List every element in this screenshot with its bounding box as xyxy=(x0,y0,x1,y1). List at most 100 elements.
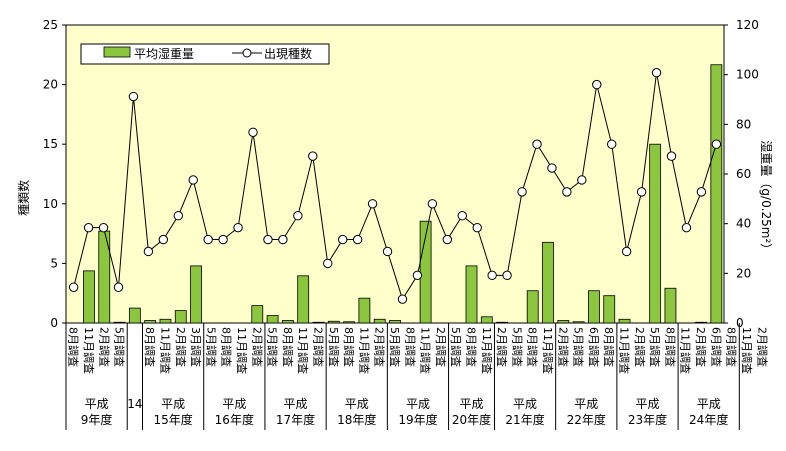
line-marker xyxy=(158,234,169,245)
group-label: 平成 xyxy=(406,397,430,411)
line-marker xyxy=(83,222,94,233)
category-label: 5月調査 xyxy=(449,327,463,367)
right-tick-label: 100 xyxy=(736,68,759,82)
line-marker xyxy=(442,234,453,245)
line-marker xyxy=(681,222,692,233)
bar xyxy=(526,290,539,324)
left-tick-label: 10 xyxy=(43,197,58,211)
bar xyxy=(557,320,570,324)
category-label: 2月調査 xyxy=(434,327,448,367)
line-marker xyxy=(367,199,378,209)
category-label: 11月調査 xyxy=(541,327,555,374)
group-label: 16年度 xyxy=(215,412,254,427)
right-tick-label: 60 xyxy=(736,167,751,181)
line-marker xyxy=(532,139,542,149)
left-tick-label: 0 xyxy=(50,316,58,330)
line-marker xyxy=(248,127,258,137)
category-label: 2月調査 xyxy=(694,327,708,367)
group-label: 19年度 xyxy=(398,412,437,427)
line-marker xyxy=(487,270,497,281)
bar xyxy=(190,265,202,324)
category-label: 2月調査 xyxy=(495,327,509,367)
line-marker xyxy=(621,246,632,257)
bar xyxy=(327,320,340,324)
group-label: 平成 xyxy=(574,397,598,411)
group-label: 平成 xyxy=(697,397,721,411)
category-label: 8月調査 xyxy=(342,327,356,367)
line-marker xyxy=(696,187,707,197)
category-label: 11月調査 xyxy=(235,327,249,374)
category-label: 5月調査 xyxy=(648,327,662,367)
category-label: 11月調査 xyxy=(480,327,494,374)
line-marker xyxy=(502,270,512,281)
legend-bar-label: 平均湿重量 xyxy=(134,46,194,61)
group-label: 平成 xyxy=(460,397,484,411)
line-marker xyxy=(397,294,408,304)
bar xyxy=(572,321,585,324)
group-label: 平成 xyxy=(284,397,308,411)
group-label: 9年度 xyxy=(81,412,113,427)
line-marker xyxy=(352,234,363,245)
line-marker xyxy=(113,282,124,292)
category-label: 8月調査 xyxy=(220,327,234,367)
line-marker xyxy=(263,234,273,245)
category-label: 5月調査 xyxy=(327,327,341,367)
line-marker xyxy=(218,234,228,245)
category-label: 11月調査 xyxy=(740,327,754,374)
category-label: 6月調査 xyxy=(709,327,723,367)
category-label: 2月調査 xyxy=(755,327,769,367)
category-label: 8月調査 xyxy=(602,327,616,367)
category-label: 5月調査 xyxy=(510,327,524,367)
legend-marker-swatch xyxy=(242,48,252,58)
bar xyxy=(603,295,616,324)
category-label: 2月調査 xyxy=(250,327,264,367)
category-label: 11月調査 xyxy=(618,327,632,374)
category-label: 2月調査 xyxy=(311,327,325,367)
category-label: 5月調査 xyxy=(204,327,218,367)
line-marker xyxy=(472,222,482,233)
category-label: 8月調査 xyxy=(281,327,295,367)
line-marker xyxy=(562,187,572,197)
line-marker xyxy=(293,211,303,221)
category-label: 2月調査 xyxy=(633,327,647,367)
category-label: 8月調査 xyxy=(143,327,157,367)
category-label: 8月調査 xyxy=(67,327,81,367)
line-marker xyxy=(173,211,183,221)
group-label: 22年度 xyxy=(567,412,606,427)
left-axis-title: 種類数 xyxy=(16,180,31,216)
category-label: 5月調査 xyxy=(113,327,127,367)
line-marker xyxy=(412,270,423,281)
line-marker xyxy=(278,234,288,245)
bar xyxy=(695,321,707,324)
left-tick-label: 5 xyxy=(50,256,58,270)
category-label: 8月調査 xyxy=(663,327,677,367)
line-marker xyxy=(651,67,662,78)
category-label: 5月調査 xyxy=(388,327,402,367)
line-marker xyxy=(203,234,213,245)
bar xyxy=(664,287,677,324)
line-marker xyxy=(143,246,154,257)
category-label: 5月調査 xyxy=(266,327,280,367)
bar xyxy=(144,320,157,324)
left-tick-label: 20 xyxy=(43,78,58,92)
bar xyxy=(297,275,310,324)
right-tick-label: 80 xyxy=(736,117,751,131)
category-label: 8月調査 xyxy=(725,327,739,367)
category-label: 11月調査 xyxy=(158,327,172,374)
left-tick-label: 15 xyxy=(43,137,58,151)
bar xyxy=(251,305,264,324)
bar xyxy=(373,318,386,324)
line-marker xyxy=(666,151,677,161)
line-marker xyxy=(98,222,109,233)
line-marker xyxy=(233,222,243,233)
category-label: 11月調査 xyxy=(357,327,371,374)
bar xyxy=(128,307,141,324)
line-marker xyxy=(457,211,467,221)
legend-bar-swatch xyxy=(103,46,131,58)
right-tick-label: 120 xyxy=(736,18,759,32)
group-label: 平成 xyxy=(222,397,246,411)
right-tick-label: 20 xyxy=(736,266,751,280)
bar xyxy=(281,320,294,324)
